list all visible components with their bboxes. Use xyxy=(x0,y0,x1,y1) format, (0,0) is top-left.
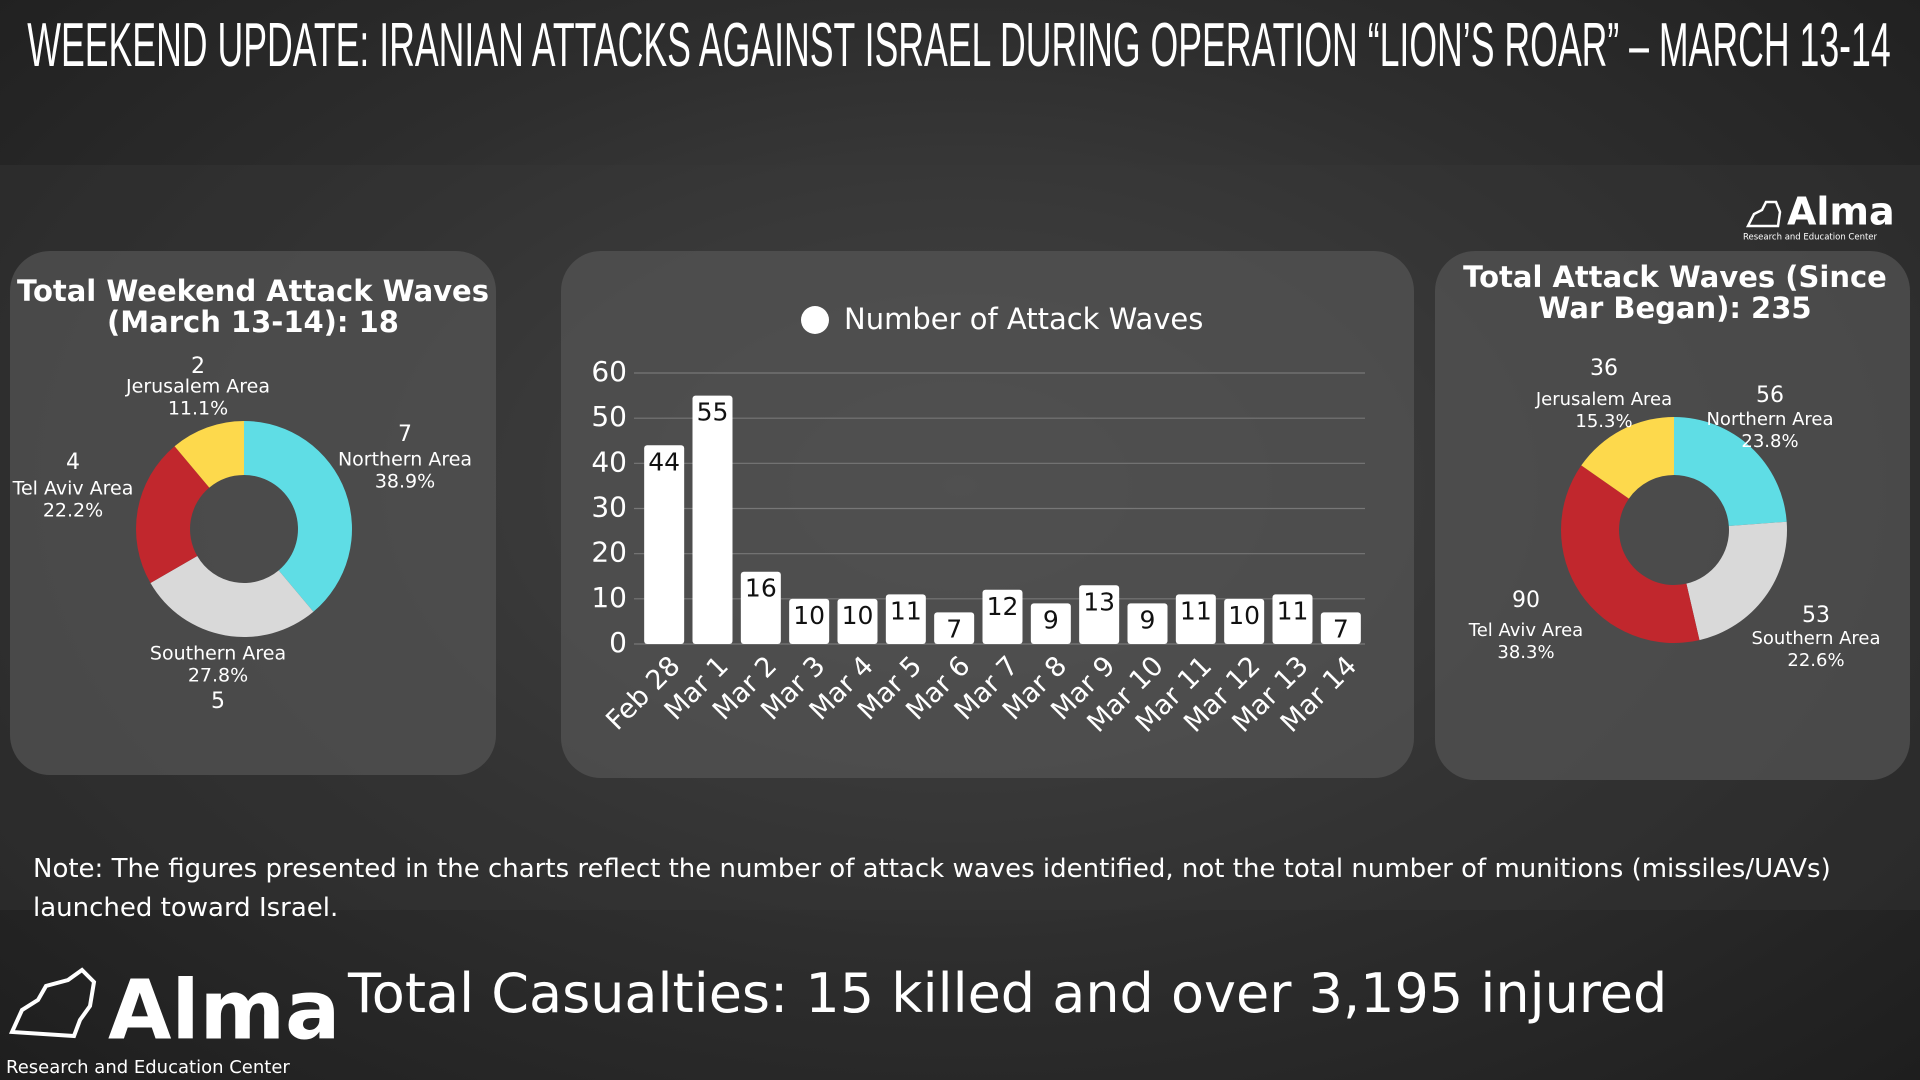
bar xyxy=(1320,612,1361,644)
slice-percent: 15.3% xyxy=(1575,411,1632,432)
value-label: 11 xyxy=(1180,596,1212,625)
bar xyxy=(789,598,830,644)
slice-percent: 38.9% xyxy=(375,471,435,493)
slice-name: Southern Area xyxy=(1751,628,1880,649)
donut-slice xyxy=(1581,417,1674,499)
page-title: WEEKEND UPDATE: IRANIAN ATTACKS AGAINST … xyxy=(0,12,1920,152)
value-label: 10 xyxy=(1228,601,1260,630)
legend-label: Number of Attack Waves xyxy=(844,302,1203,336)
slice-percent: 27.8% xyxy=(188,665,248,687)
donut-slice xyxy=(1561,465,1700,643)
donut-slice xyxy=(1674,417,1787,526)
bar xyxy=(740,571,781,644)
slice-name: Northern Area xyxy=(338,449,472,471)
bar xyxy=(1175,594,1216,644)
slice-name: Southern Area xyxy=(150,643,286,665)
bar xyxy=(982,589,1023,644)
slice-value: 5 xyxy=(211,689,225,714)
slice-name: Tel Aviv Area xyxy=(12,478,134,500)
value-label: 13 xyxy=(1083,587,1115,616)
slice-percent: 23.8% xyxy=(1741,431,1798,452)
bar xyxy=(1224,598,1265,644)
y-tick-label: 20 xyxy=(591,536,627,569)
donut-slice xyxy=(136,446,210,583)
slice-value: 53 xyxy=(1802,603,1830,628)
panel xyxy=(561,251,1414,778)
slice-value: 36 xyxy=(1590,356,1618,381)
value-label: 16 xyxy=(745,574,777,603)
logo-tagline: Research and Education Center xyxy=(6,1057,290,1078)
value-label: 55 xyxy=(697,398,729,427)
slice-value: 4 xyxy=(66,450,80,475)
donut-slice xyxy=(244,421,352,612)
y-tick-label: 10 xyxy=(591,581,627,614)
logo-name: Alma xyxy=(108,963,340,1058)
chart-title: Total Attack Waves (Since War Began): 23… xyxy=(1463,260,1887,325)
slice-name: Northern Area xyxy=(1706,409,1833,430)
y-tick-label: 40 xyxy=(591,445,627,478)
bar xyxy=(1030,603,1071,644)
bar xyxy=(1127,603,1168,644)
slice-value: 90 xyxy=(1512,588,1540,613)
title-text: WEEKEND UPDATE: IRANIAN ATTACKS AGAINST … xyxy=(27,12,1891,80)
note: Note: The figures presented in the chart… xyxy=(33,854,1831,923)
bar xyxy=(692,395,733,644)
logo-name: Alma xyxy=(1787,190,1895,234)
bar xyxy=(837,598,878,644)
slice-percent: 38.3% xyxy=(1497,642,1554,663)
legend-marker xyxy=(801,306,829,334)
logo-bottom: Alma Research and Education Center xyxy=(6,963,340,1078)
value-label: 9 xyxy=(1043,605,1059,634)
donut-slice xyxy=(150,556,314,637)
bar xyxy=(1079,585,1120,644)
panel xyxy=(10,251,496,775)
slice-percent: 22.6% xyxy=(1787,650,1844,671)
value-label: 12 xyxy=(987,592,1019,621)
value-label: 11 xyxy=(1277,596,1309,625)
slice-percent: 11.1% xyxy=(168,398,228,420)
y-tick-label: 0 xyxy=(609,626,627,659)
slice-value: 7 xyxy=(398,422,412,447)
y-tick-label: 50 xyxy=(591,400,627,433)
bar xyxy=(644,445,685,644)
casualties: Total Casualties: 15 killed and over 3,1… xyxy=(348,962,1668,1025)
slice-name: Jerusalem Area xyxy=(1535,389,1672,410)
value-label: 7 xyxy=(946,614,962,643)
logo-tagline: Research and Education Center xyxy=(1743,233,1878,243)
donut-slice xyxy=(174,421,244,488)
value-label: 10 xyxy=(793,601,825,630)
slice-name: Tel Aviv Area xyxy=(1468,620,1583,641)
value-label: 9 xyxy=(1140,605,1156,634)
panel xyxy=(1435,251,1910,780)
value-label: 10 xyxy=(842,601,874,630)
value-label: 11 xyxy=(890,596,922,625)
bar xyxy=(1272,594,1313,644)
y-tick-label: 30 xyxy=(591,491,627,524)
slice-percent: 22.2% xyxy=(43,500,103,522)
y-tick-label: 60 xyxy=(591,355,627,388)
bar xyxy=(885,594,926,644)
slice-name: Jerusalem Area xyxy=(125,376,270,398)
slice-value: 2 xyxy=(191,354,205,379)
chart-title: Total Weekend Attack Waves (March 13-14)… xyxy=(17,274,489,339)
donut-slice xyxy=(1686,521,1787,641)
slice-value: 56 xyxy=(1756,383,1784,408)
value-label: 7 xyxy=(1333,614,1349,643)
value-label: 44 xyxy=(648,447,680,476)
logo-top: Alma Research and Education Center xyxy=(1743,190,1895,243)
bar xyxy=(934,612,975,644)
